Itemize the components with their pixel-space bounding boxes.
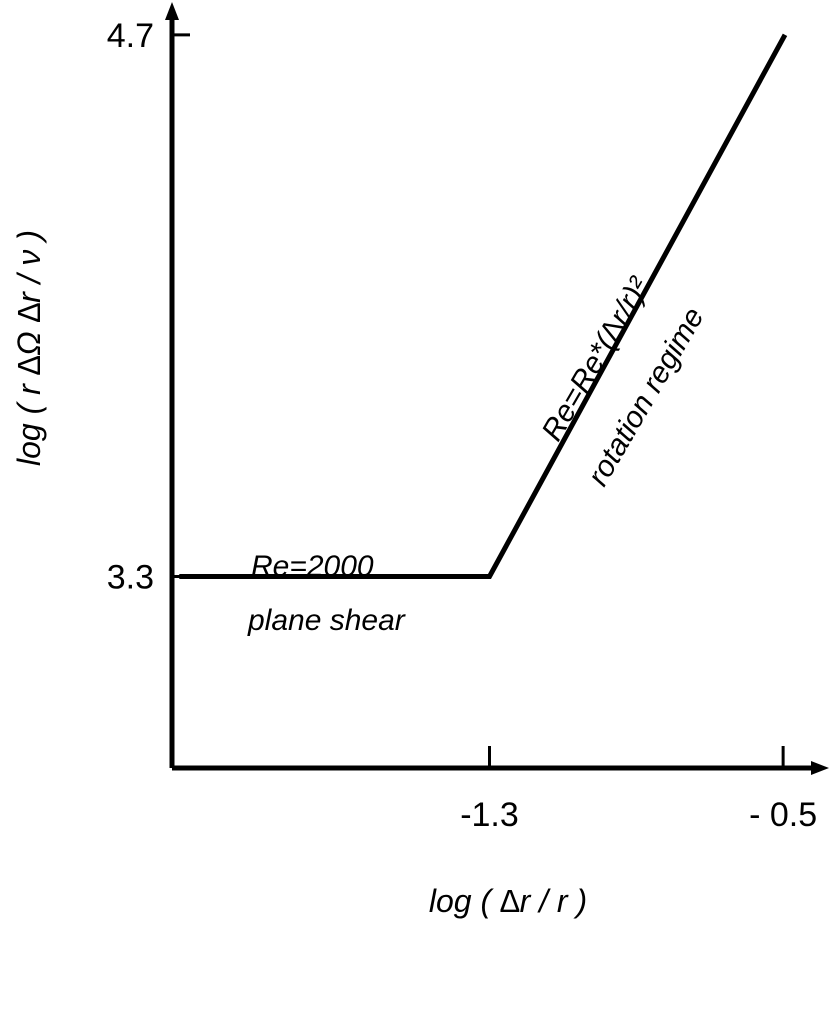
y-tick-label-1: 4.7 — [107, 17, 154, 55]
x-tick-label-1: - 0.5 — [749, 796, 817, 834]
y-axis-title: log ( r ∆Ω ∆r / ν ) — [11, 230, 47, 466]
series — [179, 33, 788, 579]
series-line-0 — [179, 33, 788, 579]
x-axis-arrow — [811, 761, 829, 775]
axes — [165, 2, 829, 775]
x-axis-title: log ( ∆r / r ) — [429, 883, 587, 919]
x-tick-label-0: -1.3 — [460, 796, 519, 834]
annotation-plane-shear: plane shear — [247, 604, 406, 637]
annotation-re-2000: Re=2000 — [251, 550, 374, 583]
y-axis-arrow — [165, 2, 179, 20]
y-tick-label-0: 3.3 — [107, 558, 154, 596]
ticks: -1.3 - 0.5 3.3 4.7 — [107, 17, 817, 834]
